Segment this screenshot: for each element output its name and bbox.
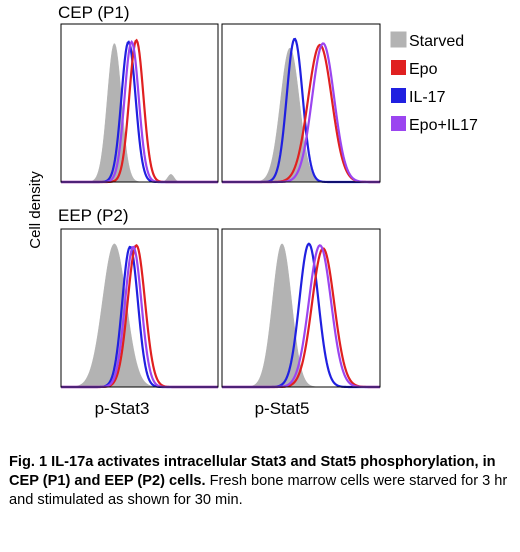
legend: Starved Epo IL-17 Epo+IL17 [390,31,478,134]
legend-swatch-starved [390,31,407,48]
histogram-il-17 [61,245,218,389]
legend-item-starved: Starved [390,31,464,50]
panel-cep-p1-p-stat5 [221,23,381,184]
panel-frame [221,228,381,388]
group-label-eep: EEP (P2) [58,206,129,225]
legend-item-epo-il17: Epo+IL17 [391,116,478,134]
legend-label-il17: IL-17 [409,89,446,106]
panel-frame [60,228,219,388]
panel-cep-p1-p-stat3 [60,23,219,184]
legend-swatch-il17 [391,88,406,103]
caption-title: Fig. 1 IL-17a activates intracellular St… [9,454,496,489]
figure-caption: Fig. 1 IL-17a activates intracellular St… [9,453,513,510]
caption-body: Fresh bone marrow cells were starved for… [9,473,508,508]
figure: CEP (P1) EEP (P2) Cell density p-Stat3 p… [27,3,478,418]
histogram-panels [60,23,381,389]
legend-label-starved: Starved [409,33,464,50]
x-label-stat5: p-Stat5 [255,399,310,418]
legend-label-epo-il17: Epo+IL17 [409,117,478,134]
x-label-stat3: p-Stat3 [95,399,150,418]
group-label-cep: CEP (P1) [58,3,130,22]
legend-swatch-epo-il17 [391,116,406,131]
legend-item-epo: Epo [391,60,438,78]
y-axis-label: Cell density [27,171,44,249]
panel-eep-p2-p-stat3 [60,228,219,389]
legend-item-il17: IL-17 [391,88,446,106]
histogram-epo [222,247,380,389]
panel-eep-p2-p-stat5 [221,228,381,389]
legend-label-epo: Epo [409,61,438,78]
panel-frame [221,23,381,183]
panel-frame [60,23,219,183]
legend-swatch-epo [391,60,406,75]
